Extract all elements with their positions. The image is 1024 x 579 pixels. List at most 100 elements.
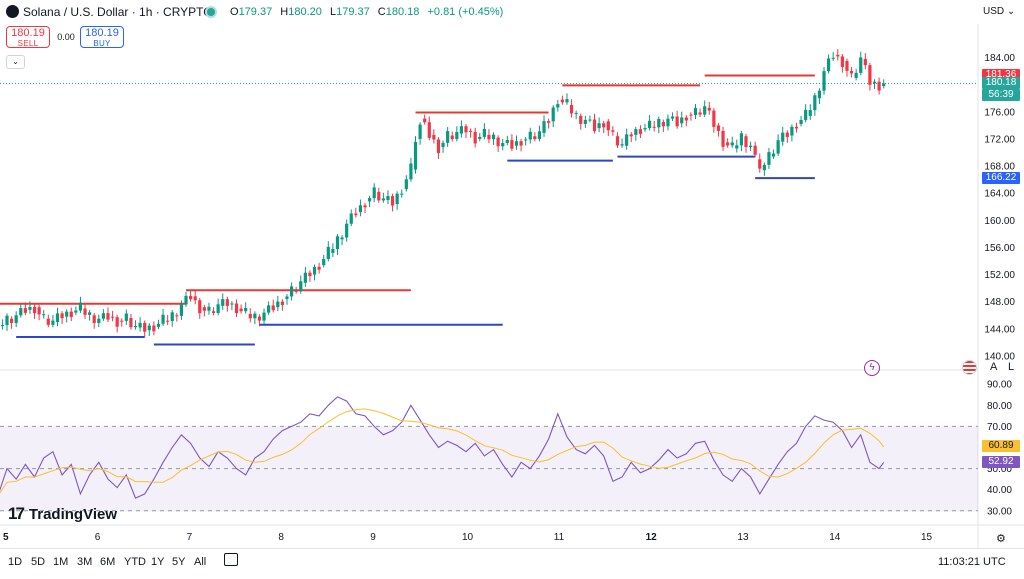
currency-selector[interactable]: USD ⌄ [983,6,1015,17]
high-value: 180.20 [288,6,322,18]
candle-body [124,313,128,321]
sell-price: 180.19 [11,27,45,39]
candle-body [179,304,184,316]
candle-body [542,121,546,133]
candle-body [386,196,390,200]
candle-body [234,303,239,313]
tradingview-logo: 17 TradingView [8,504,117,524]
candle-body [345,223,349,238]
buy-button[interactable]: 180.19 BUY [80,26,124,48]
candle-body [781,132,785,142]
candle-body [372,187,376,199]
timeframe-button-ytd[interactable]: YTD [124,556,146,568]
candle-body [216,304,220,313]
price-tick-label: 140.00 [984,352,1015,363]
candle-body [88,312,92,315]
candle-body [184,295,188,305]
candle-body [753,145,757,155]
settings-gear-icon[interactable]: ⚙ [996,533,1006,545]
candle-body [680,117,684,124]
candle-body [312,266,317,275]
candle-body [808,110,812,116]
timeframe-button-5d[interactable]: 5D [31,556,46,568]
lightning-icon[interactable]: ϟ [864,360,880,376]
candle-body [225,299,229,306]
candle-body [707,107,711,111]
candle-body [528,131,532,140]
candle-body [721,130,725,147]
sell-button[interactable]: 180.19 SELL [6,26,50,48]
candle-body [175,315,179,317]
rsi-ma-line [0,408,885,494]
candle-body [446,131,450,143]
candle-body [409,163,413,180]
ohlc-values: O179.37 H180.20 L179.37 C180.18 +0.81 (+… [230,6,508,18]
price-tick-label: 144.00 [984,324,1015,335]
symbol-title[interactable]: Solana / U.S. Dollar · 1h · CRYPTO [23,5,213,19]
auto-scale-button[interactable]: A [990,361,998,373]
candle-body [239,308,243,312]
timeframe-button-all[interactable]: All [194,556,207,568]
candle-body [55,313,60,323]
close-label: C [377,6,386,18]
candle-body [468,130,473,132]
time-axis-label: 14 [829,532,841,543]
candle-body [271,305,275,311]
rsi-tick-label: 30.00 [987,506,1012,517]
calendar-icon[interactable] [224,553,238,566]
candle-body [464,126,468,133]
timeframe-button-6m[interactable]: 6M [100,556,116,568]
candle-body [478,136,482,139]
candle-body [455,132,459,140]
candle-body [436,139,441,154]
candle-body [698,112,702,115]
time-axis-label: 13 [737,532,749,543]
candle-body [877,81,881,91]
candle-body [381,198,385,201]
candle-body [501,143,505,147]
candle-body [882,83,886,87]
candle-body [46,318,50,325]
candle-body [675,116,679,127]
candle-body [450,135,454,140]
candle-body [106,313,110,320]
candle-body [170,312,174,322]
candle-body [739,133,743,146]
candle-body [574,112,578,114]
log-scale-button[interactable]: L [1008,361,1015,373]
timeframe-button-3m[interactable]: 3M [77,556,93,568]
candle-body [120,320,124,322]
us-flag-icon[interactable] [962,360,977,375]
time-axis-label: 8 [278,532,284,543]
candle-body [129,318,133,328]
candle-body [230,303,234,305]
candle-body [863,58,867,66]
candle-body [547,121,551,123]
timeframe-button-5y[interactable]: 5Y [172,556,186,568]
candle-body [377,191,381,201]
bottom-toolbar [0,548,1024,579]
candle-body [827,58,831,72]
timeframe-button-1d[interactable]: 1D [8,556,23,568]
low-label: L [329,6,337,18]
candle-body [335,236,340,250]
candle-body [693,108,698,116]
close-value: 180.18 [385,6,420,18]
candle-body [358,205,363,213]
price-tick-label: 160.00 [984,216,1015,227]
candle-body [652,126,656,128]
chevron-down-icon: ⌄ [12,57,19,66]
buy-label: BUY [93,39,111,48]
market-open-status-icon [207,8,215,16]
time-axis-label: 6 [94,532,101,543]
candle-body [143,322,147,332]
candle-body [349,213,353,224]
collapse-legend-button[interactable]: ⌄ [6,55,25,69]
candle-body [303,272,307,283]
change-value: +0.81 (+0.45%) [427,6,504,18]
timeframe-button-1m[interactable]: 1M [53,556,69,568]
rsi-tick-label: 80.00 [987,401,1012,412]
candle-body [317,266,321,270]
timeframe-button-1y[interactable]: 1Y [151,556,165,568]
price-chart[interactable]: 184.00180.00176.00172.00168.00164.00160.… [0,0,1024,548]
